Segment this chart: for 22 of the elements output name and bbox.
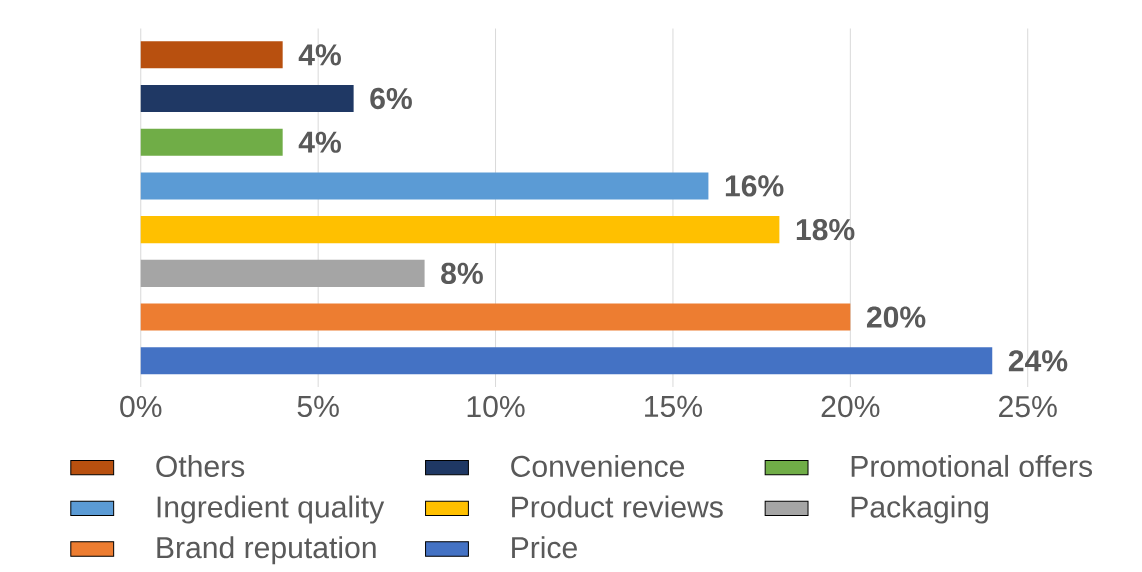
legend-label: Price: [512, 536, 577, 559]
data-label: 20%: [866, 306, 926, 328]
legend-label: Others: [156, 454, 245, 478]
x-tick-label: 5%: [297, 395, 339, 418]
x-tick-label: 10%: [467, 395, 525, 418]
data-label: 4%: [298, 44, 341, 66]
data-label: 4%: [298, 131, 341, 153]
legend-label: Convenience: [511, 454, 685, 478]
legend-label: Brand reputation: [157, 536, 376, 565]
x-tick-label: 25%: [999, 395, 1057, 418]
data-label: 24%: [1008, 350, 1068, 372]
x-tick-label: 20%: [821, 395, 880, 418]
data-label: 8%: [441, 262, 483, 285]
x-tick-label: 0%: [120, 395, 162, 418]
legend-label: Product reviews: [512, 495, 723, 518]
legend-label: Ingredient quality: [157, 495, 385, 524]
legend-label: Packaging: [851, 495, 988, 524]
data-label: 16%: [725, 175, 784, 197]
data-label: 18%: [796, 219, 855, 241]
legend-label: Promotional offers: [851, 454, 1093, 478]
data-label: 6%: [370, 87, 412, 110]
x-tick-label: 15%: [645, 395, 702, 418]
